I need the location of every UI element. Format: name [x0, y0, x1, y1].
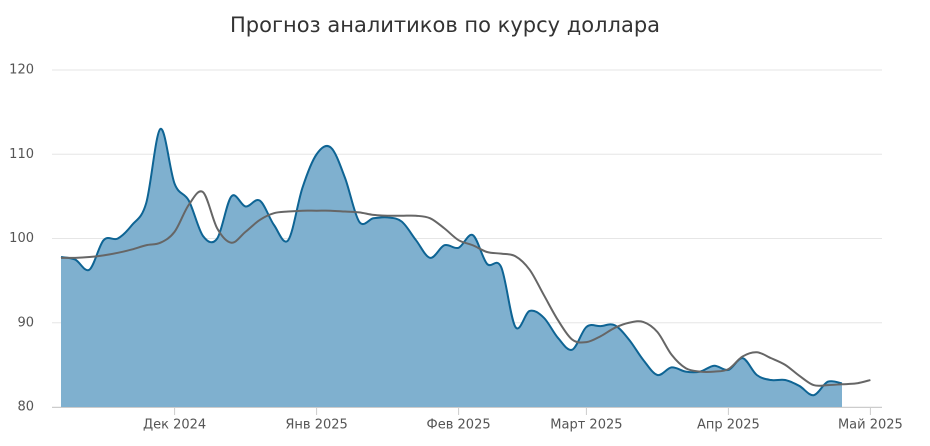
x-tick-label: Янв 2025 [285, 418, 347, 433]
x-tick-label: Май 2025 [838, 418, 903, 433]
x-tick-label: Апр 2025 [697, 418, 760, 433]
x-tick-label: Фев 2025 [427, 418, 491, 433]
line [60, 190, 871, 387]
y-tick-label: 120 [9, 63, 34, 78]
x-tick-label: Март 2025 [550, 418, 622, 433]
area [61, 128, 842, 407]
y-tick-label: 80 [17, 400, 34, 415]
chart-title: Прогноз аналитиков по курсу доллара [230, 13, 660, 37]
y-tick-label: 90 [17, 315, 34, 330]
x-tick-label: Дек 2024 [143, 418, 206, 433]
y-tick-label: 100 [9, 231, 34, 246]
area-line [60, 127, 843, 397]
y-tick-label: 110 [9, 147, 34, 162]
